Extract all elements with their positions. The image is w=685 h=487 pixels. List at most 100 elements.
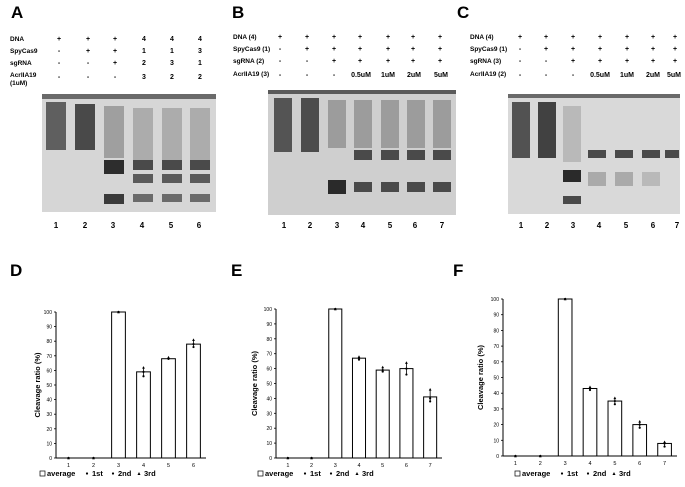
bar-d-6	[186, 343, 201, 459]
legend-swatch-e-3rd	[355, 472, 359, 475]
point-3rd-d-5	[167, 355, 170, 359]
row-label-spycas9: SpyCas9	[10, 48, 38, 55]
cell-b-r3-c0: -	[278, 72, 282, 79]
y-tick-label-d: 60	[46, 368, 52, 374]
row-label-c-sgrna: sgRNA (3)	[470, 58, 502, 65]
point-1st-f-7	[663, 445, 666, 448]
legend-swatch-f-3rd	[612, 472, 616, 475]
cell-c-r1-c1: +	[543, 46, 549, 53]
cell-b-r3-c6: 5uM	[434, 72, 448, 79]
lane-b-6: 6	[412, 221, 418, 230]
cell-b-r2-c4: +	[385, 58, 391, 65]
cell-c-r0-c3: +	[597, 34, 603, 41]
point-3rd-f-7	[663, 440, 666, 444]
legend-label-f-2nd: 2nd	[593, 469, 607, 478]
legend-swatch-e-average	[257, 470, 264, 477]
cell-a-r3-c1: -	[86, 74, 90, 81]
panel-letter-d: D	[10, 261, 23, 280]
cell-c-r3-c0: -	[518, 72, 522, 79]
bar-e-4	[351, 357, 367, 459]
x-tick-label-e-6: 6	[405, 463, 408, 469]
point-3rd-e-4	[357, 355, 361, 358]
point-2nd-f-6	[638, 423, 641, 426]
y-tick-label-f: 40	[493, 391, 499, 397]
row-label-acriia19: AcrIIA19	[10, 72, 37, 79]
cell-a-r2-c4: 3	[170, 60, 174, 67]
point-1st-f-4	[588, 388, 592, 392]
point-3rd-e-3	[333, 307, 337, 311]
cell-b-r3-c4: 1uM	[381, 72, 395, 79]
cell-b-r1-c0: -	[278, 46, 282, 53]
cell-a-r0-c3: 4	[142, 36, 146, 43]
y-tick-label-d: 80	[46, 339, 52, 345]
cell-c-r1-c0: -	[518, 46, 522, 53]
cell-c-r2-c5: +	[650, 58, 656, 65]
panel-letter-f: F	[453, 261, 464, 280]
lane-b-1: 1	[281, 221, 287, 230]
bar-e-3	[328, 308, 343, 459]
point-1st-d-4	[142, 375, 145, 378]
cell-b-r2-c1: -	[305, 58, 309, 65]
x-tick-label-e-5: 5	[381, 463, 384, 469]
point-2nd-e-7	[429, 397, 432, 400]
cell-c-r2-c1: -	[544, 58, 548, 65]
lane-a-6: 6	[196, 221, 202, 230]
lane-c-2: 2	[544, 221, 550, 230]
cell-a-r2-c0: -	[57, 60, 61, 67]
point-3rd-d-3	[117, 310, 120, 314]
y-axis-label-f: Cleavage ratio (%)	[476, 344, 485, 410]
bar-e-7	[423, 396, 438, 459]
x-tick-label-d-3: 3	[117, 463, 120, 469]
cell-a-r3-c5: 2	[198, 74, 202, 81]
panel-letter-e: E	[231, 261, 243, 280]
lane-a-4: 4	[139, 221, 145, 230]
x-tick-label-f-7: 7	[663, 461, 666, 467]
y-tick-label-d: 70	[46, 354, 52, 360]
y-tick-label-d: 50	[46, 383, 52, 389]
y-tick-label-e: 30	[266, 411, 272, 417]
cell-a-r3-c3: 3	[142, 74, 146, 81]
cell-c-r3-c3: 0.5uM	[590, 72, 610, 79]
cell-c-r1-c6: +	[672, 46, 678, 53]
lane-a-1: 1	[53, 221, 59, 230]
x-tick-label-d-4: 4	[142, 463, 145, 469]
cell-b-r1-c3: +	[357, 46, 363, 53]
cell-a-r1-c3: 1	[142, 48, 146, 55]
cell-a-r1-c2: +	[112, 48, 118, 55]
y-tick-label-f: 10	[493, 438, 499, 444]
lane-b-7: 7	[439, 221, 445, 230]
cell-a-r3-c0: -	[57, 74, 61, 81]
y-tick-label-e: 60	[266, 367, 272, 373]
y-tick-label-d: 20	[46, 427, 52, 433]
y-tick-label-e: 50	[266, 382, 272, 388]
lane-b-2: 2	[307, 221, 313, 230]
gel-image-b	[268, 90, 456, 215]
cell-c-r1-c3: +	[597, 46, 603, 53]
cell-c-r0-c2: +	[570, 34, 576, 41]
cell-c-r3-c4: 1uM	[620, 72, 634, 79]
row-label-b-acriia19: AcrIIA19 (3)	[233, 71, 270, 78]
cell-a-r0-c2: +	[112, 36, 118, 43]
cell-b-r1-c4: +	[385, 46, 391, 53]
y-axis-label-d: Cleavage ratio (%)	[33, 352, 42, 418]
gel-image-a	[42, 94, 216, 212]
point-3rd-d-1	[67, 456, 70, 460]
y-tick-label-f: 60	[493, 360, 499, 366]
x-tick-label-f-4: 4	[588, 461, 591, 467]
cell-b-r2-c6: +	[437, 58, 443, 65]
y-tick-label-e: 100	[264, 307, 273, 313]
cell-c-r2-c3: +	[597, 58, 603, 65]
y-tick-label-f: 20	[493, 423, 499, 429]
gel-b-drawing	[268, 90, 456, 215]
cell-b-r3-c1: -	[305, 72, 309, 79]
legend-swatch-d-average	[39, 470, 46, 477]
point-3rd-d-4	[142, 366, 145, 369]
cell-b-r1-c1: +	[304, 46, 310, 53]
cell-a-r1-c0: -	[57, 48, 61, 55]
cell-a-r1-c1: +	[85, 48, 91, 55]
lane-a-3: 3	[110, 221, 116, 230]
y-tick-label-f: 100	[491, 297, 500, 303]
legend-label-e-1st: 1st	[310, 469, 321, 478]
x-tick-label-e-7: 7	[429, 463, 432, 469]
cell-c-r2-c0: -	[518, 58, 522, 65]
